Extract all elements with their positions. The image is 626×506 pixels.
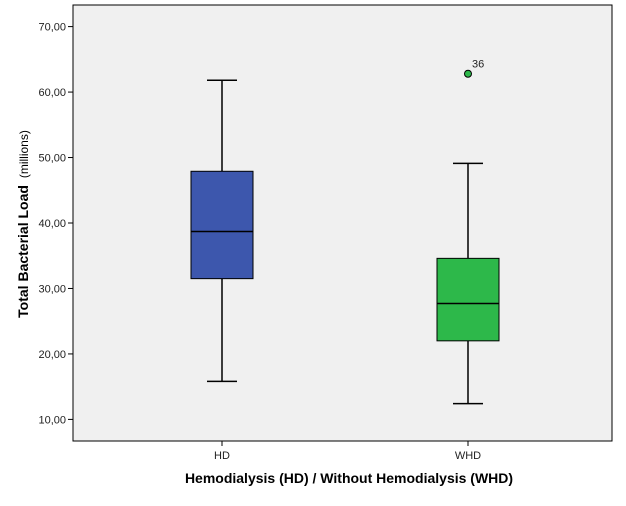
outlier-point [464, 69, 472, 78]
y-tick-label: 30,00 [38, 283, 66, 295]
y-axis-label-unit: (millions) [17, 130, 31, 178]
y-tick-label: 10,00 [38, 414, 66, 426]
box-hd [190, 79, 254, 383]
plot-area [72, 4, 613, 442]
y-tick-label: 40,00 [38, 218, 66, 230]
y-axis-label: Total Bacterial Load (millions) [15, 130, 31, 318]
box-whd: 36 [436, 59, 500, 405]
y-tick-label: 60,00 [38, 87, 66, 99]
iqr-box [190, 170, 254, 280]
y-tick-label: 70,00 [38, 22, 66, 34]
y-axis-label-main: Total Bacterial Load [15, 185, 31, 318]
iqr-box [436, 257, 500, 342]
y-tick-label: 50,00 [38, 153, 66, 165]
outlier-label: 36 [472, 59, 484, 71]
x-tick-label: HD [214, 450, 230, 462]
x-axis-label: Hemodialysis (HD) / Without Hemodialysis… [185, 470, 513, 486]
y-tick-label: 20,00 [38, 349, 66, 361]
x-tick-label: WHD [455, 450, 481, 462]
